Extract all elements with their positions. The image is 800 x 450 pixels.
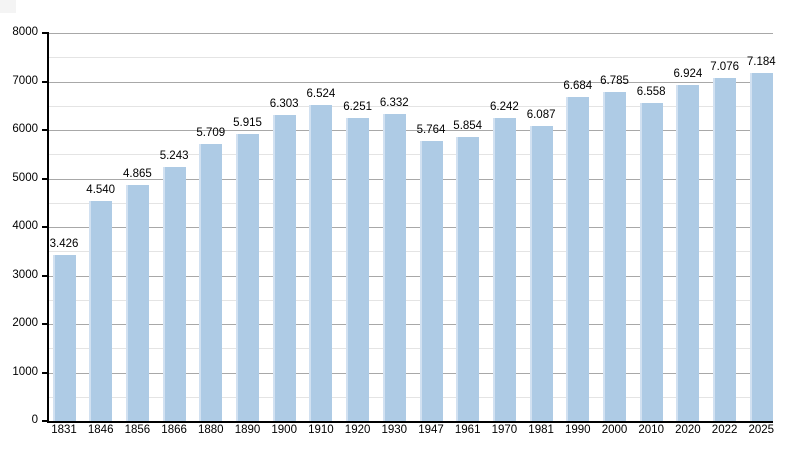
y-tick-label: 7000 xyxy=(12,74,38,87)
bar-1831 xyxy=(52,254,76,422)
gridline-major xyxy=(49,178,773,180)
bar-value-label: 6.924 xyxy=(673,68,703,81)
bar-value-label: 6.251 xyxy=(343,100,372,113)
x-tick-label: 2020 xyxy=(675,424,701,436)
bar-1947 xyxy=(419,141,443,422)
y-tick-label: 8000 xyxy=(12,26,38,38)
bar-1856 xyxy=(125,185,149,422)
x-tick-label: 1900 xyxy=(271,424,297,436)
bar-1910 xyxy=(309,104,333,422)
bar-2025 xyxy=(749,72,773,422)
gridline-minor xyxy=(49,299,773,301)
bar-value-label: 5.243 xyxy=(159,149,189,162)
gridline-major xyxy=(49,275,773,277)
y-tick xyxy=(42,371,49,374)
y-tick-label: 2000 xyxy=(12,317,38,329)
bar-value-label: 6.303 xyxy=(269,98,299,111)
bar-value-label: 6.242 xyxy=(490,101,519,114)
y-tick xyxy=(42,226,49,228)
gridline-minor xyxy=(49,154,773,156)
gridline-minor xyxy=(49,251,773,253)
x-tick-label: 1947 xyxy=(418,424,444,436)
bar-1990 xyxy=(566,96,590,422)
bar-1890 xyxy=(236,134,259,422)
y-tick xyxy=(42,80,49,83)
bar-value-label: 6.558 xyxy=(636,85,666,98)
x-axis-line xyxy=(47,421,773,423)
bar-1880 xyxy=(199,144,223,422)
y-tick-label: 4000 xyxy=(12,220,38,232)
x-tick-label: 1910 xyxy=(308,424,334,436)
bar-1970 xyxy=(492,118,516,422)
y-tick-label: 5000 xyxy=(12,171,38,184)
bar-value-label: 5.915 xyxy=(233,117,262,130)
bar-value-label: 6.524 xyxy=(306,87,336,100)
x-tick-label: 1990 xyxy=(565,424,591,436)
x-tick-label: 1831 xyxy=(51,424,77,436)
x-tick-label: 2022 xyxy=(711,424,738,436)
gridline-major xyxy=(49,33,773,34)
y-tick xyxy=(42,323,49,325)
y-tick xyxy=(42,129,49,131)
x-tick-label: 1866 xyxy=(161,424,187,436)
bar-value-label: 5.854 xyxy=(453,120,483,133)
x-tick-label: 2025 xyxy=(748,424,775,436)
gridline-minor xyxy=(49,105,773,107)
bar-1846 xyxy=(89,200,113,422)
gridline-minor xyxy=(49,202,773,204)
x-tick-label: 1846 xyxy=(87,424,114,436)
bar-1961 xyxy=(456,137,480,422)
gridline-major xyxy=(49,324,773,325)
gridline-major xyxy=(49,130,773,131)
bar-2010 xyxy=(639,102,663,422)
x-tick-label: 1880 xyxy=(198,424,224,436)
bar-value-label: 7.076 xyxy=(710,60,739,73)
x-tick-label: 1970 xyxy=(491,424,518,436)
y-tick xyxy=(42,177,49,180)
x-tick-label: 1890 xyxy=(234,424,261,436)
bar-value-label: 6.087 xyxy=(526,108,556,121)
y-tick-label: 6000 xyxy=(12,123,38,135)
y-tick xyxy=(42,420,49,422)
bar-value-label: 6.785 xyxy=(600,74,629,87)
y-tick xyxy=(42,274,49,277)
gridline-minor xyxy=(49,396,773,398)
gridline-major xyxy=(49,372,773,374)
gridline-minor xyxy=(49,57,773,59)
y-tick-label: 1000 xyxy=(12,365,38,378)
y-tick xyxy=(42,32,49,34)
gridline-major xyxy=(49,81,773,83)
gridline-minor xyxy=(49,348,773,350)
bar-2020 xyxy=(676,85,700,422)
bar-value-label: 6.332 xyxy=(379,96,409,109)
x-tick-label: 1920 xyxy=(344,424,371,436)
bar-value-label: 5.764 xyxy=(416,124,446,137)
x-tick-label: 2010 xyxy=(638,424,664,436)
bar-1900 xyxy=(272,115,296,422)
x-tick-label: 1856 xyxy=(124,424,151,436)
bar-1866 xyxy=(162,166,186,422)
bar-value-label: 4.865 xyxy=(123,168,152,181)
x-tick-label: 1981 xyxy=(528,424,554,436)
y-tick-label: 3000 xyxy=(12,268,38,281)
x-tick-label: 2000 xyxy=(601,424,628,436)
gridline-major xyxy=(49,227,773,228)
bar-value-label: 7.184 xyxy=(746,55,776,68)
bar-2022 xyxy=(713,77,737,422)
x-tick-label: 1961 xyxy=(454,424,481,436)
corner-artifact xyxy=(0,0,16,13)
x-tick-label: 1930 xyxy=(381,424,408,436)
bar-value-label: 6.684 xyxy=(563,79,593,92)
bar-value-label: 5.709 xyxy=(196,127,226,140)
bar-value-label: 3.426 xyxy=(49,237,79,250)
bar-2000 xyxy=(603,91,626,422)
bar-value-label: 4.540 xyxy=(86,183,116,196)
bar-1930 xyxy=(382,113,406,422)
bar-1981 xyxy=(529,125,553,422)
bar-1920 xyxy=(346,117,370,422)
y-tick-label: 0 xyxy=(31,414,38,426)
y-axis-line xyxy=(47,33,49,423)
